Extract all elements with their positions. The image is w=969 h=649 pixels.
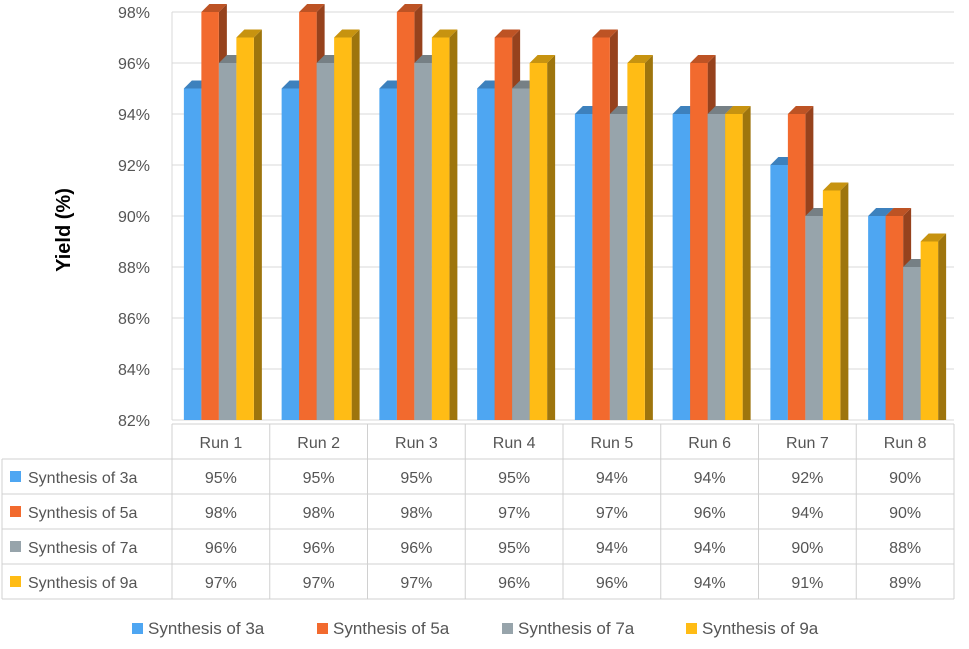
table-cell: 89% <box>889 575 921 592</box>
table-cell: 97% <box>205 575 237 592</box>
table-cell: 96% <box>303 540 335 557</box>
category-label: Run 3 <box>395 435 438 452</box>
bar <box>627 55 653 420</box>
table-cell: 90% <box>791 540 823 557</box>
category-label: Run 5 <box>591 435 634 452</box>
table-cell: 96% <box>498 575 530 592</box>
legend: Synthesis of 3a Synthesis of 5a Synthesis … <box>132 619 819 638</box>
legend-swatch <box>502 623 513 634</box>
table-cell: 90% <box>889 470 921 487</box>
table-series-label: Synthesis of 5a <box>28 505 138 522</box>
legend-swatch <box>317 623 328 634</box>
y-tick-label: 98% <box>118 5 150 22</box>
table-series-label: Synthesis of 7a <box>28 540 138 557</box>
table-cell: 96% <box>596 575 628 592</box>
table-cell: 94% <box>596 540 628 557</box>
y-tick-label: 94% <box>118 107 150 124</box>
y-tick-label: 84% <box>118 362 150 379</box>
bar <box>920 233 947 420</box>
category-label: Run 2 <box>297 435 340 452</box>
table-series-swatch <box>10 471 21 482</box>
bar <box>529 55 556 420</box>
table-series-label: Synthesis of 9a <box>28 575 138 592</box>
y-axis-label: Yield (%) <box>53 188 75 272</box>
category-label: Run 1 <box>200 435 243 452</box>
legend-entry: Synthesis of 5a <box>333 619 450 638</box>
y-tick-label: 92% <box>118 158 150 175</box>
category-label: Run 4 <box>493 435 536 452</box>
table-cell: 90% <box>889 505 921 522</box>
table-cell: 96% <box>694 505 726 522</box>
y-tick-label: 86% <box>118 311 150 328</box>
table-series-swatch <box>10 576 21 587</box>
legend-entry: Synthesis of 7a <box>518 619 635 638</box>
legend-entry: Synthesis of 3a <box>148 619 265 638</box>
bar <box>236 29 262 420</box>
bar <box>725 106 751 420</box>
table-cell: 95% <box>205 470 237 487</box>
table-cell: 98% <box>303 505 335 522</box>
legend-swatch <box>132 623 143 634</box>
table-cell: 98% <box>205 505 237 522</box>
data-table: Run 1 Run 2 Run 3 Run 4 Run 5 Run 6 Run 7 Run 8… <box>1 423 955 600</box>
category-label: Run 6 <box>688 435 731 452</box>
table-cell: 96% <box>205 540 237 557</box>
table-cell: 97% <box>498 505 530 522</box>
legend-swatch <box>686 623 697 634</box>
table-cell: 94% <box>694 470 726 487</box>
bars <box>183 4 947 420</box>
table-cell: 88% <box>889 540 921 557</box>
y-tick-label: 88% <box>118 260 150 277</box>
table-cell: 98% <box>400 505 432 522</box>
y-tick-label: 82% <box>118 413 150 430</box>
table-cell: 95% <box>303 470 335 487</box>
bar <box>334 29 360 420</box>
table-cell: 91% <box>791 575 823 592</box>
category-label: Run 7 <box>786 435 829 452</box>
table-cell: 95% <box>498 470 530 487</box>
table-cell: 97% <box>596 505 628 522</box>
table-cell: 94% <box>596 470 628 487</box>
table-cell: 92% <box>791 470 823 487</box>
table-cell: 94% <box>694 540 726 557</box>
table-series-swatch <box>10 506 21 517</box>
table-cell: 96% <box>400 540 432 557</box>
table-series-label: Synthesis of 3a <box>28 470 138 487</box>
bar <box>431 29 458 420</box>
y-axis-ticks: 82% 84% 86% 88% 90% 92% 94% 96% 98% <box>118 5 150 430</box>
category-label: Run 8 <box>884 435 927 452</box>
y-tick-label: 90% <box>118 209 150 226</box>
bar <box>822 182 849 420</box>
table-cell: 97% <box>303 575 335 592</box>
y-tick-label: 96% <box>118 56 150 73</box>
table-cell: 97% <box>400 575 432 592</box>
table-cell: 95% <box>400 470 432 487</box>
table-series-swatch <box>10 541 21 552</box>
table-cell: 94% <box>791 505 823 522</box>
legend-entry: Synthesis of 9a <box>702 619 819 638</box>
table-cell: 95% <box>498 540 530 557</box>
table-cell: 94% <box>694 575 726 592</box>
